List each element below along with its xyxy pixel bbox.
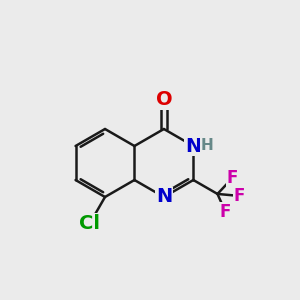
Text: F: F xyxy=(220,203,231,221)
Text: H: H xyxy=(201,137,214,152)
Text: Cl: Cl xyxy=(79,214,100,233)
Text: N: N xyxy=(156,188,172,206)
Text: N: N xyxy=(185,136,202,155)
Text: O: O xyxy=(156,90,172,109)
Text: F: F xyxy=(234,187,245,205)
Text: F: F xyxy=(227,169,238,187)
